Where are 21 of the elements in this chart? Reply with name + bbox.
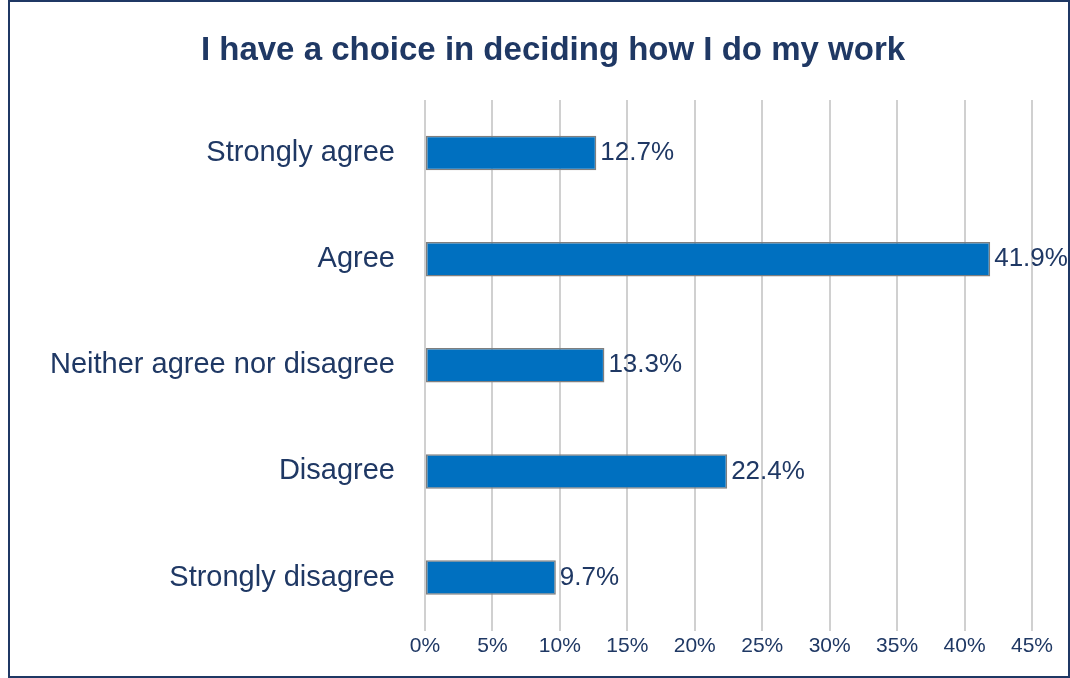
x-tick-label: 0% [409, 633, 441, 656]
data-label: 12.7% [600, 136, 675, 167]
y-tick-label: Neither agree nor disagree [50, 347, 395, 380]
x-tick-label: 20% [673, 633, 716, 656]
y-tick-label: Strongly disagree [169, 559, 395, 592]
x-tick-label: 10% [538, 633, 581, 656]
chart-title: I have a choice in deciding how I do my work [199, 30, 907, 68]
data-label: 41.9% [994, 242, 1068, 273]
x-tick-label: 5% [477, 633, 508, 656]
x-tick-label: 25% [741, 633, 784, 656]
x-tick-label: 15% [606, 633, 649, 656]
data-label: 9.7% [559, 560, 620, 591]
x-tick-label: 35% [876, 633, 919, 656]
y-tick-label: Strongly agree [206, 135, 395, 168]
y-tick-label: Agree [317, 241, 395, 274]
x-tick-label: 40% [943, 633, 986, 656]
data-label: 22.4% [731, 454, 805, 485]
x-tick-label: 30% [808, 633, 851, 656]
y-tick-label: Disagree [278, 453, 395, 486]
data-label: 13.3% [608, 348, 683, 379]
x-tick-label: 45% [1010, 633, 1054, 656]
